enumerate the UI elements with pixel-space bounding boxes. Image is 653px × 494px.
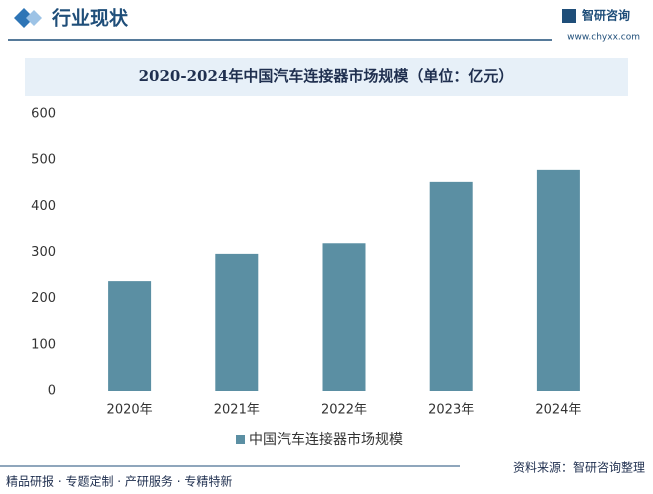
legend-swatch	[236, 435, 245, 444]
title-band	[25, 58, 628, 96]
bar	[322, 243, 366, 391]
bar	[215, 253, 259, 391]
header-icon	[14, 8, 34, 28]
footer-left: 精品研报 · 专题定制 · 产研服务 · 专精特新	[6, 474, 232, 489]
logo-icon	[562, 9, 576, 23]
x-tick-label: 2021年	[214, 403, 260, 418]
x-tick-label: 2020年	[107, 403, 153, 418]
logo-url: www.chyxx.com	[567, 33, 640, 43]
header-icon	[26, 10, 42, 26]
chart-title: 2020-2024年中国汽车连接器市场规模（单位：亿元）	[139, 67, 514, 85]
header-title: 行业现状	[51, 7, 129, 30]
y-tick-label: 200	[31, 291, 56, 306]
x-tick-label: 2023年	[428, 403, 474, 418]
x-tick-label: 2024年	[535, 403, 581, 418]
y-tick-label: 500	[31, 153, 56, 168]
y-tick-label: 100	[31, 337, 56, 352]
legend-label: 中国汽车连接器市场规模	[249, 431, 403, 448]
footer-right: 资料来源：智研咨询整理	[513, 460, 645, 475]
y-tick-label: 300	[31, 245, 56, 260]
y-tick-label: 600	[31, 107, 56, 122]
bar	[536, 169, 580, 391]
y-tick-label: 0	[48, 384, 56, 399]
y-tick-label: 400	[31, 199, 56, 214]
bar	[429, 181, 473, 391]
bar	[108, 281, 152, 391]
x-tick-label: 2022年	[321, 403, 367, 418]
logo-text: 智研咨询	[581, 8, 630, 23]
